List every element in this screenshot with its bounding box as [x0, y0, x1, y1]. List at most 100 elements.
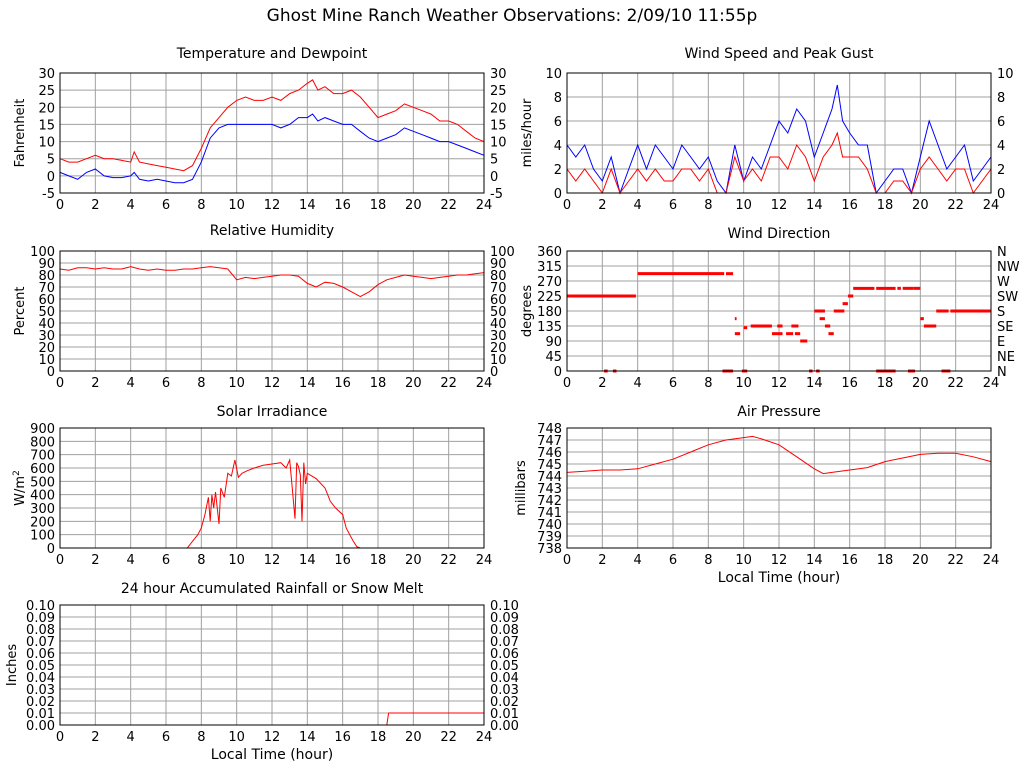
chart-title: Temperature and Dewpoint — [176, 46, 368, 62]
series-line-2 — [59, 113, 485, 184]
x-tick-label: 16 — [334, 553, 351, 568]
y-tick-label: 740 — [537, 518, 562, 533]
y-tick-label: 0.03 — [26, 683, 55, 698]
y-tick-label: 40 — [38, 317, 55, 332]
right-tick-label: 0.06 — [490, 647, 519, 662]
x-tick-label: 8 — [704, 376, 712, 391]
y-tick-label: 8 — [554, 91, 562, 106]
x-tick-label: 18 — [877, 553, 894, 568]
x-tick-label: 2 — [91, 198, 99, 213]
right-tick-label: 20 — [490, 341, 507, 356]
right-tick-label: NW — [997, 260, 1020, 275]
right-tick-label: W — [997, 275, 1010, 290]
x-tick-label: 16 — [334, 376, 351, 391]
x-tick-label: 10 — [228, 553, 245, 568]
x-tick-label: 16 — [841, 198, 858, 213]
x-axis-label: Local Time (hour) — [211, 747, 333, 763]
chart-rainfall: 24 hour Accumulated Rainfall or Snow Mel… — [5, 581, 519, 763]
x-tick-label: 2 — [91, 730, 99, 745]
right-tick-label: 2 — [997, 163, 1005, 178]
x-tick-label: 18 — [370, 730, 387, 745]
right-tick-label: 10 — [490, 353, 507, 368]
x-tick-label: 4 — [127, 730, 135, 745]
right-tick-label: 4 — [997, 139, 1005, 154]
right-tick-label: 6 — [997, 115, 1005, 130]
y-tick-label: 225 — [537, 290, 562, 305]
x-tick-label: 8 — [197, 730, 205, 745]
y-tick-label: 0.02 — [26, 695, 55, 710]
x-tick-label: 2 — [598, 553, 606, 568]
x-tick-label: 22 — [440, 198, 457, 213]
y-tick-label: 741 — [537, 506, 562, 521]
x-tick-label: 4 — [634, 553, 642, 568]
y-tick-label: 80 — [38, 269, 55, 284]
right-tick-label: 10 — [490, 136, 507, 151]
series-line-1 — [59, 79, 485, 172]
x-tick-label: 16 — [841, 553, 858, 568]
right-tick-label: 0.04 — [490, 671, 519, 686]
x-tick-label: 4 — [634, 198, 642, 213]
right-tick-label: 8 — [997, 91, 1005, 106]
x-tick-label: 4 — [127, 376, 135, 391]
x-tick-label: 0 — [56, 730, 64, 745]
y-tick-label: 20 — [38, 341, 55, 356]
x-tick-label: 24 — [476, 730, 493, 745]
x-tick-label: 6 — [669, 376, 677, 391]
x-tick-label: 22 — [947, 376, 964, 391]
y-tick-label: 0.09 — [26, 611, 55, 626]
plot-frame — [566, 250, 992, 372]
x-tick-label: 22 — [440, 376, 457, 391]
y-tick-label: 6 — [554, 115, 562, 130]
x-tick-label: 24 — [983, 376, 1000, 391]
x-tick-label: 18 — [370, 198, 387, 213]
x-tick-label: 10 — [735, 553, 752, 568]
right-tick-label: 100 — [490, 245, 515, 260]
y-tick-label: 50 — [38, 305, 55, 320]
x-tick-label: 12 — [264, 376, 281, 391]
x-tick-label: 12 — [771, 376, 788, 391]
series-line-1 — [566, 435, 992, 475]
right-tick-label: 20 — [490, 101, 507, 116]
y-tick-label: 10 — [545, 67, 562, 82]
y-tick-label: 70 — [38, 281, 55, 296]
y-tick-label: 800 — [30, 435, 55, 450]
x-tick-label: 8 — [704, 553, 712, 568]
y-tick-label: 0.10 — [26, 599, 55, 614]
y-axis-label: Fahrenheit — [13, 99, 28, 168]
y-tick-label: 315 — [537, 260, 562, 275]
x-tick-label: 8 — [197, 376, 205, 391]
right-tick-label: 30 — [490, 67, 507, 82]
y-axis-label: miles/hour — [520, 98, 535, 167]
y-axis-label: millibars — [514, 460, 529, 516]
y-tick-label: 30 — [38, 67, 55, 82]
right-tick-label: 0.03 — [490, 683, 519, 698]
y-tick-label: 45 — [545, 350, 562, 365]
x-tick-label: 20 — [912, 198, 929, 213]
x-tick-label: 16 — [841, 376, 858, 391]
x-tick-label: 0 — [56, 553, 64, 568]
right-tick-label: -5 — [490, 187, 503, 202]
x-tick-label: 24 — [476, 553, 493, 568]
x-tick-label: 24 — [983, 198, 1000, 213]
x-tick-label: 8 — [704, 198, 712, 213]
y-tick-label: 90 — [38, 257, 55, 272]
y-tick-label: 745 — [537, 458, 562, 473]
plot-frame — [566, 427, 992, 549]
x-tick-label: 10 — [228, 730, 245, 745]
y-tick-label: 746 — [537, 446, 562, 461]
x-tick-label: 0 — [56, 198, 64, 213]
y-axis-label: Inches — [5, 644, 20, 686]
right-tick-label: 90 — [490, 257, 507, 272]
x-tick-label: 2 — [91, 376, 99, 391]
x-tick-label: 6 — [162, 376, 170, 391]
y-tick-label: 0 — [47, 365, 55, 380]
x-tick-label: 22 — [440, 553, 457, 568]
chart-title: Air Pressure — [737, 404, 820, 420]
x-tick-label: 20 — [912, 376, 929, 391]
chart-title: Wind Speed and Peak Gust — [685, 46, 874, 62]
x-tick-label: 14 — [299, 553, 316, 568]
right-tick-label: 30 — [490, 329, 507, 344]
